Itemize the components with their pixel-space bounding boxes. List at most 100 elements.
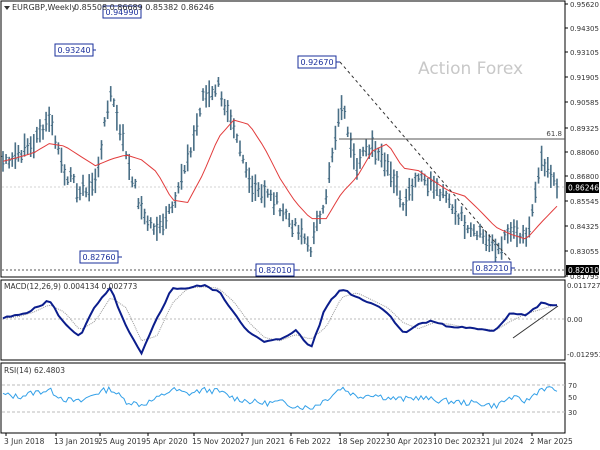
price-bar	[296, 224, 300, 240]
macd-tick-zero: 0.00	[567, 316, 583, 324]
price-bar	[481, 229, 485, 244]
price-bar	[493, 238, 497, 264]
moving-average-line	[2, 119, 558, 240]
price-bar	[186, 144, 190, 172]
price-bar	[383, 152, 387, 177]
support-price-badge: 0.82010	[566, 265, 599, 275]
price-bar	[361, 146, 365, 157]
price-bar	[121, 124, 125, 152]
price-bar	[198, 107, 202, 117]
macd-tick-top: 0.011727	[567, 282, 600, 290]
price-bar	[472, 224, 476, 237]
price-bar	[180, 163, 184, 190]
price-bar	[140, 196, 143, 220]
time-axis[interactable]: 3 Jun 2018 13 Jan 2019 25 Aug 2019 5 Apr 20…	[4, 433, 573, 446]
price-bar	[244, 161, 248, 178]
rsi-pane-frame	[0, 362, 566, 434]
price-bar	[466, 225, 470, 234]
price-axis-tick-label: 0.90585	[570, 99, 599, 107]
price-bar	[115, 104, 119, 131]
price-bar	[469, 222, 473, 237]
price-bar	[32, 134, 36, 159]
price-bar	[435, 178, 439, 197]
price-bar	[59, 147, 63, 173]
price-bar	[376, 147, 380, 161]
price-bar	[213, 84, 217, 97]
price-bar	[146, 215, 150, 231]
price-bar	[543, 158, 547, 177]
svg-text:0.86246: 0.86246	[568, 184, 599, 193]
svg-text:0.82010: 0.82010	[568, 266, 599, 275]
price-bar	[444, 190, 448, 203]
price-bar	[195, 113, 199, 136]
price-bar	[192, 125, 196, 151]
time-axis-tick-label: 25 Aug 2019	[98, 437, 146, 446]
price-bar	[118, 124, 122, 141]
price-axis-tick-label: 0.84325	[570, 223, 599, 231]
rsi-line	[2, 385, 558, 411]
price-bar	[47, 106, 51, 132]
time-axis-tick-label: 6 Feb 2022	[289, 437, 331, 446]
price-bar	[183, 165, 187, 174]
price-bar	[537, 167, 541, 184]
price-bar	[318, 210, 322, 224]
rsi-tick-70: 70	[568, 382, 577, 390]
price-bar	[500, 236, 504, 260]
price-bar	[312, 222, 316, 245]
price-bar	[290, 219, 294, 238]
price-bar	[546, 157, 550, 178]
price-bar	[321, 204, 325, 214]
price-bar	[103, 117, 107, 127]
price-bar	[44, 111, 48, 132]
time-axis-tick-label: 18 Sep 2022	[338, 437, 386, 446]
price-bar	[515, 220, 519, 248]
price-bar	[109, 86, 113, 102]
price-bar	[460, 206, 464, 222]
price-bar	[457, 213, 461, 225]
price-bar	[497, 242, 501, 255]
price-bar	[426, 177, 430, 197]
swing-label-low-2019: 0.82760	[79, 250, 122, 264]
price-bar	[241, 154, 245, 164]
time-axis-tick-label: 15 Nov 2020	[192, 437, 240, 446]
price-bar	[93, 168, 97, 194]
price-bar	[281, 203, 285, 222]
svg-text:0.93240: 0.93240	[57, 46, 90, 55]
swing-label-low-2022: 0.82010	[255, 263, 298, 277]
price-bar	[201, 88, 205, 101]
price-bar	[53, 135, 57, 149]
swing-label-low-2024: 0.82210	[472, 261, 515, 275]
price-axis-tick-label: 0.88060	[570, 149, 599, 157]
price-axis[interactable]: 0.95620 0.94305 0.93105 0.91905 0.90585 0.893…	[565, 1, 599, 281]
price-bar	[152, 223, 156, 235]
price-bar	[136, 198, 140, 210]
price-bar	[423, 173, 427, 186]
price-bar	[63, 164, 67, 186]
price-bar	[1, 151, 5, 172]
price-bar	[395, 171, 399, 196]
price-bar	[450, 204, 454, 214]
time-axis-tick-label: 21 Jul 2024	[481, 437, 524, 446]
price-bar	[315, 210, 319, 232]
price-bar	[438, 188, 442, 202]
symbol-dropdown-icon[interactable]	[4, 6, 10, 10]
price-bar	[555, 178, 559, 199]
price-axis-tick-label: 0.85545	[570, 198, 599, 206]
price-bar	[149, 217, 153, 229]
price-axis-tick-label: 0.89325	[570, 125, 599, 133]
svg-text:0.92670: 0.92670	[300, 58, 333, 67]
svg-text:0.82010: 0.82010	[258, 266, 291, 275]
price-bar	[253, 174, 257, 201]
trendline	[339, 61, 513, 263]
price-bar	[506, 224, 510, 244]
macd-main-line	[2, 284, 558, 356]
price-bar	[269, 189, 273, 201]
price-bar	[220, 91, 224, 107]
macd-tick-bottom: -0.012951	[567, 351, 600, 359]
time-axis-tick-label: 13 Jan 2019	[54, 437, 99, 446]
price-bar	[250, 175, 254, 202]
swing-label-high-2020: 0.94990	[102, 5, 142, 19]
price-bar	[484, 231, 488, 252]
price-bar	[229, 109, 233, 131]
